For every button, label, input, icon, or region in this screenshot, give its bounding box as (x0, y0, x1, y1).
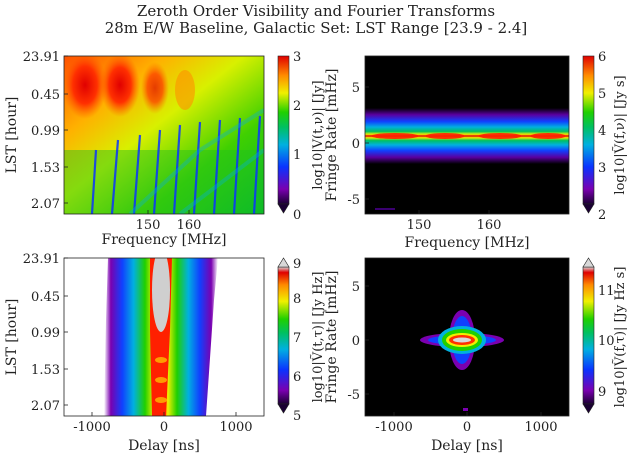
colorbar-tick: 2 (293, 99, 301, 114)
heatmap-image-tl (64, 56, 264, 214)
ytick-label: -5 (347, 388, 360, 403)
colorbar-tick: 6 (598, 50, 606, 65)
xtick-label: 150 (136, 218, 161, 233)
colorbar-tick: 0 (293, 208, 301, 223)
colorbar-tick: 11 (598, 284, 615, 299)
ytick-label: 0 (352, 334, 360, 349)
y-axis-label: Fringe Rate [mHz] (324, 69, 340, 202)
colorbar-tick: 7 (293, 331, 301, 346)
colorbar-tick: 9 (598, 385, 606, 400)
ytick-label: 0.45 (31, 290, 60, 305)
ytick-label: 23.91 (23, 50, 60, 65)
colorbar-label: log10|Ṽ(f,τ)| [Jy Hz s] (612, 267, 628, 408)
colorbar-tick: 5 (598, 87, 606, 102)
colorbar-tick: 10 (598, 334, 615, 349)
ytick-label: -5 (347, 193, 360, 208)
xtick-label: 1000 (219, 420, 252, 435)
y-axis-label: LST [hour] (4, 97, 20, 174)
ytick-label: 2.07 (31, 399, 60, 414)
y-axis-label: LST [hour] (4, 299, 20, 376)
ytick-label: 0.99 (31, 326, 60, 341)
x-axis-label: Delay [ns] (128, 438, 200, 454)
x-axis-label: Delay [ns] (431, 438, 503, 454)
colorbar-bl: 5 6 7 8 9 log10|Ṽ(t,τ)| [Jy Hz] (277, 257, 326, 424)
ytick-label: 2.07 (31, 197, 60, 212)
colorbar-tick: 5 (293, 409, 301, 424)
colorbar-label: log10|Ṽ(t,τ)| [Jy Hz] (310, 272, 326, 403)
ytick-label: 23.91 (23, 252, 60, 267)
xtick-label: -1000 (375, 420, 412, 435)
colorbar-tl: 0 1 2 3 log10|V(t,ν)| [Jy] (277, 50, 326, 223)
figure-title-line2: 28m E/W Baseline, Galactic Set: LST Rang… (105, 19, 528, 37)
panel-top-right: 150 160 5 0 -5 Frequency [MHz] Fringe Ra… (324, 50, 628, 251)
colorbar-tick: 3 (293, 50, 301, 65)
xtick-label: 160 (477, 218, 502, 233)
xtick-label: 0 (463, 420, 471, 435)
ytick-label: 0.99 (31, 124, 60, 139)
colorbar-tick: 3 (598, 161, 606, 176)
ytick-label: 5 (352, 280, 360, 295)
x-axis-label: Frequency [MHz] (404, 235, 529, 251)
colorbar-tr: 2 3 4 5 6 log10|Ṽ(f,ν)| [Jy s] (582, 50, 628, 223)
panel-top-left: 150 160 23.91 0.45 0.99 1.53 2.07 Freque… (4, 50, 326, 248)
ytick-label: 1.53 (31, 161, 60, 176)
ytick-label: 5 (352, 81, 360, 96)
xtick-label: 1000 (524, 420, 557, 435)
figure-title-line1: Zeroth Order Visibility and Fourier Tran… (137, 2, 495, 20)
x-axis-label: Frequency [MHz] (101, 232, 226, 248)
ytick-label: 1.53 (31, 363, 60, 378)
heatmap-image-bl (64, 258, 264, 416)
xtick-label: 160 (177, 218, 202, 233)
y-axis-label: Fringe Rate [mHz] (324, 271, 340, 404)
ytick-label: 0 (352, 137, 360, 152)
xtick-label: 0 (160, 420, 168, 435)
xtick-label: -1000 (73, 420, 110, 435)
colorbar-tick: 2 (598, 208, 606, 223)
heatmap-image-br (365, 258, 569, 416)
colorbar-tick: 1 (293, 148, 301, 163)
panel-bottom-right: -1000 0 1000 5 0 -5 Delay [ns] Fringe Ra… (324, 257, 628, 454)
colorbar-label: log10|Ṽ(f,ν)| [Jy s] (612, 75, 628, 194)
colorbar-tick: 6 (293, 370, 301, 385)
colorbar-tick: 4 (598, 124, 606, 139)
colorbar-tick: 9 (293, 257, 301, 272)
colorbar-label: log10|V(t,ν)| [Jy] (311, 80, 326, 189)
colorbar-tick: 8 (293, 292, 301, 307)
xtick-label: 150 (407, 218, 432, 233)
ytick-label: 0.45 (31, 88, 60, 103)
heatmap-image-tr (365, 56, 569, 214)
colorbar-br: 9 10 11 log10|Ṽ(f,τ)| [Jy Hz s] (582, 257, 628, 414)
panel-bottom-left: -1000 0 1000 23.91 0.45 0.99 1.53 2.07 D… (4, 252, 326, 454)
